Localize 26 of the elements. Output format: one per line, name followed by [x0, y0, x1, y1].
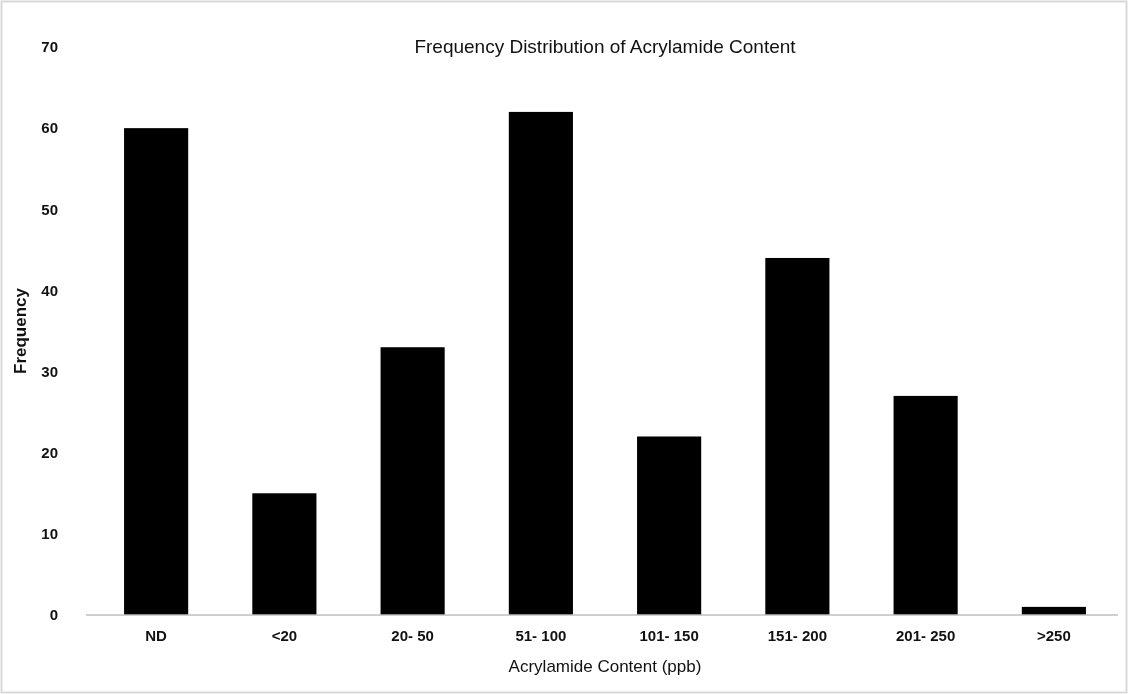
y-axis-title: Frequency	[11, 287, 30, 374]
x-tick-label: 51- 100	[515, 627, 567, 644]
x-tick-label: 101- 150	[639, 627, 699, 644]
chart-title: Frequency Distribution of Acrylamide Content	[414, 36, 797, 57]
x-tick-label: 151- 200	[767, 627, 827, 644]
y-tick-label: 10	[41, 525, 58, 543]
y-tick-label: 60	[41, 119, 58, 137]
y-tick-label: 20	[41, 443, 58, 461]
bar	[765, 257, 830, 615]
y-tick-label: 0	[49, 606, 58, 624]
bar	[124, 128, 189, 615]
x-tick-label: >250	[1036, 627, 1071, 644]
x-tick-label: <20	[271, 627, 298, 644]
y-tick-label: 50	[41, 200, 58, 218]
bar	[508, 111, 573, 615]
x-axis-title: Acrylamide Content (ppb)	[508, 657, 702, 676]
x-tick-label: 20- 50	[391, 627, 434, 644]
bar	[637, 436, 702, 615]
x-tick-label: ND	[145, 627, 168, 644]
x-tick-label: 201- 250	[896, 627, 956, 644]
bar	[380, 347, 445, 615]
bar	[893, 395, 958, 615]
y-tick-label: 30	[41, 362, 58, 380]
y-tick-label: 40	[41, 281, 58, 299]
bar	[252, 493, 317, 615]
y-tick-label: 70	[41, 38, 58, 56]
